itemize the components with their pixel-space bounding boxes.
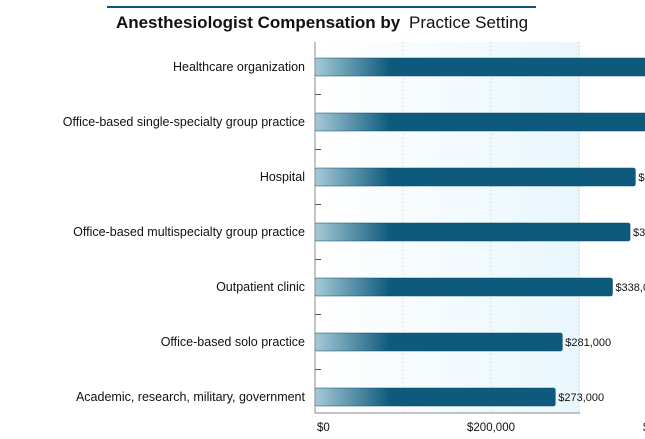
value-label: $273,000 <box>558 392 604 404</box>
category-label: Office-based single-specialty group prac… <box>63 115 305 129</box>
bar <box>314 277 613 297</box>
bar <box>314 387 556 407</box>
category-label: Hospital <box>260 170 305 184</box>
axis-layer: $0 $200,000 $400,000 <box>314 42 645 434</box>
category-label: Office-based multispecialty group practi… <box>73 225 305 239</box>
chart-title: Anesthesiologist Compensation by Practic… <box>116 13 528 32</box>
category-label: Outpatient clinic <box>216 280 305 294</box>
bar <box>314 332 563 352</box>
category-label: Healthcare organization <box>173 60 305 74</box>
category-label: Office-based solo practice <box>161 335 305 349</box>
category-label: Academic, research, military, government <box>76 390 306 404</box>
bar <box>314 222 631 242</box>
x-tick-label: $400,000 <box>643 422 645 434</box>
x-tick-label: $0 <box>317 422 330 434</box>
bar <box>314 112 645 132</box>
bar <box>314 57 645 77</box>
chart-title-bold: Anesthesiologist Compensation by <box>116 13 401 32</box>
value-label: $364,000 <box>638 172 645 184</box>
chart-title-regular: Practice Setting <box>409 13 528 32</box>
bar <box>314 167 636 187</box>
x-tick-label: $200,000 <box>467 422 515 434</box>
value-label: $338,000 <box>615 282 645 294</box>
value-label: $358,000 <box>633 227 645 239</box>
bars-layer: Healthcare organization$438,000Office-ba… <box>63 57 645 407</box>
value-label: $281,000 <box>565 337 611 349</box>
